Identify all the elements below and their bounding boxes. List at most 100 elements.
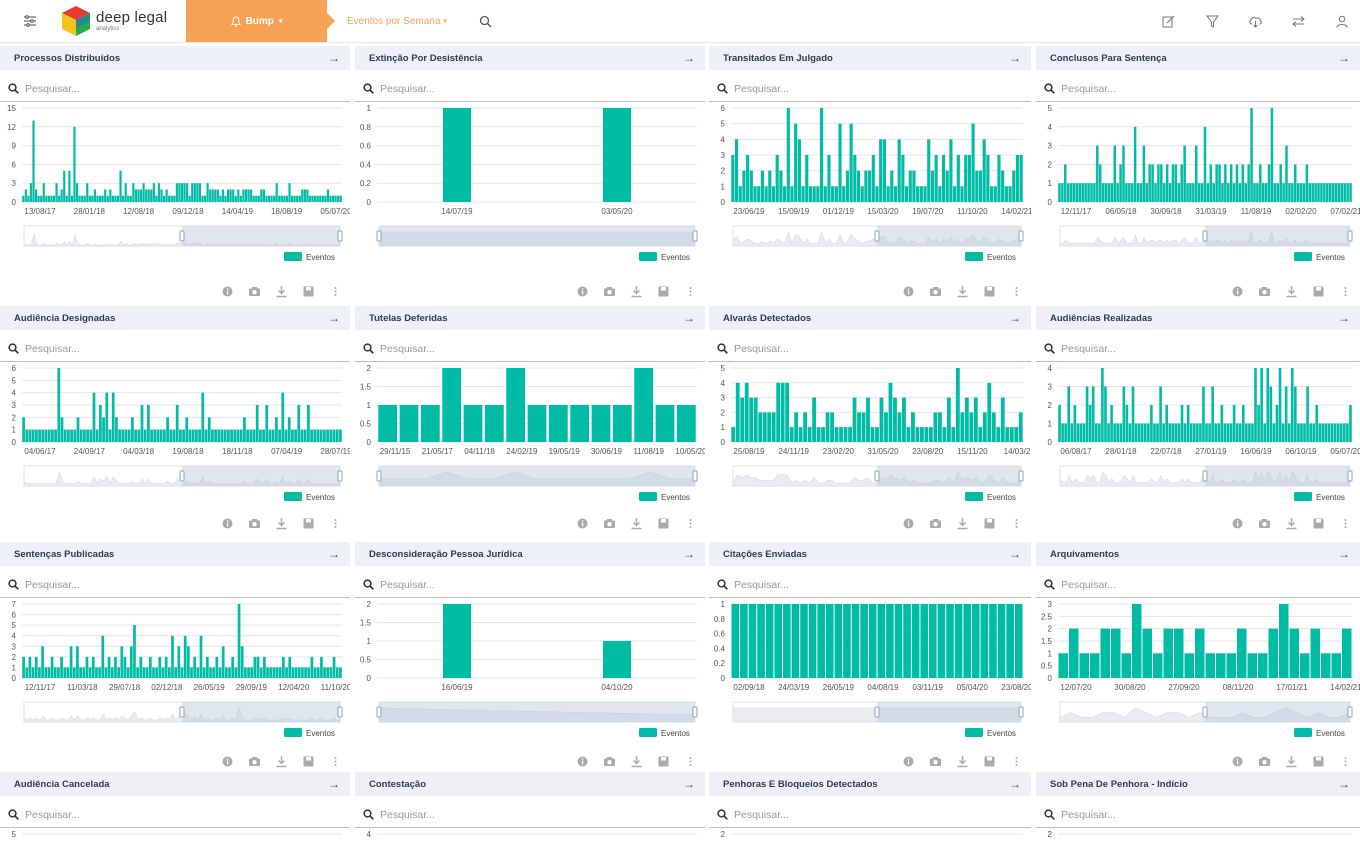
bar[interactable]: [137, 429, 141, 442]
bar[interactable]: [1226, 653, 1237, 678]
bar[interactable]: [911, 412, 915, 442]
search-input[interactable]: [734, 808, 986, 821]
bar[interactable]: [159, 429, 163, 442]
bar[interactable]: [1180, 164, 1183, 202]
bar[interactable]: [816, 186, 820, 202]
bar[interactable]: [1154, 183, 1157, 202]
zoom-handle[interactable]: [337, 230, 343, 242]
download-icon[interactable]: [630, 285, 643, 298]
bar[interactable]: [875, 427, 879, 442]
bar[interactable]: [1326, 183, 1329, 202]
save-icon[interactable]: [983, 517, 996, 530]
bar[interactable]: [771, 412, 776, 442]
bar[interactable]: [81, 195, 84, 202]
bar[interactable]: [185, 417, 189, 442]
bar[interactable]: [237, 189, 240, 202]
more-vertical-icon[interactable]: [684, 285, 697, 298]
bar[interactable]: [765, 604, 774, 678]
bar[interactable]: [1096, 145, 1099, 202]
bar[interactable]: [70, 429, 73, 442]
bar[interactable]: [1143, 423, 1147, 443]
bar[interactable]: [1014, 427, 1019, 442]
bar[interactable]: [1168, 183, 1172, 202]
bar[interactable]: [265, 405, 269, 442]
bar[interactable]: [1008, 186, 1012, 202]
bar[interactable]: [297, 405, 301, 442]
bar[interactable]: [86, 183, 89, 202]
zoom-handle[interactable]: [1347, 706, 1353, 718]
bar[interactable]: [1238, 183, 1242, 202]
bar[interactable]: [856, 170, 861, 202]
bar[interactable]: [148, 656, 152, 678]
bar[interactable]: [1237, 628, 1247, 678]
bar[interactable]: [339, 195, 342, 202]
bar[interactable]: [1343, 423, 1346, 443]
bar[interactable]: [1267, 164, 1271, 202]
bar[interactable]: [812, 397, 817, 442]
bar[interactable]: [142, 183, 145, 202]
bar[interactable]: [1229, 164, 1233, 202]
bar[interactable]: [231, 656, 235, 678]
camera-icon[interactable]: [929, 755, 942, 768]
zoom-handle[interactable]: [337, 706, 343, 718]
bar[interactable]: [157, 183, 161, 202]
bar[interactable]: [955, 368, 960, 442]
bar[interactable]: [749, 170, 753, 202]
bar[interactable]: [768, 170, 772, 202]
legend-label[interactable]: Eventos: [987, 253, 1016, 262]
sliders-icon[interactable]: [21, 12, 39, 30]
bar[interactable]: [206, 656, 209, 678]
zoom-handle[interactable]: [376, 470, 382, 482]
bar[interactable]: [1110, 405, 1113, 442]
more-vertical-icon[interactable]: [1339, 755, 1352, 768]
bar[interactable]: [937, 412, 942, 442]
bar[interactable]: [34, 656, 38, 678]
bar[interactable]: [199, 635, 203, 678]
camera-icon[interactable]: [1258, 517, 1271, 530]
bar[interactable]: [1218, 164, 1221, 202]
bar[interactable]: [124, 183, 127, 202]
bar[interactable]: [731, 155, 735, 202]
search-input[interactable]: [25, 578, 299, 591]
bar[interactable]: [38, 667, 41, 678]
arrow-right-icon[interactable]: →: [1338, 547, 1350, 561]
bar[interactable]: [1139, 183, 1143, 202]
bar[interactable]: [319, 195, 322, 202]
camera-icon[interactable]: [603, 517, 616, 530]
bar[interactable]: [1315, 405, 1319, 442]
bar[interactable]: [1270, 108, 1274, 202]
zoom-selection[interactable]: [877, 226, 1021, 246]
bar[interactable]: [1287, 423, 1291, 443]
bar[interactable]: [1306, 386, 1309, 443]
bar[interactable]: [978, 170, 983, 202]
bar[interactable]: [53, 667, 57, 678]
bar[interactable]: [1296, 183, 1300, 202]
bar[interactable]: [47, 667, 51, 678]
filter-icon[interactable]: [1203, 12, 1221, 30]
bar[interactable]: [153, 429, 157, 442]
bar[interactable]: [227, 429, 230, 442]
zoom-selection[interactable]: [1205, 226, 1350, 246]
bar[interactable]: [1019, 155, 1023, 202]
bar[interactable]: [975, 170, 979, 202]
bar[interactable]: [1330, 423, 1334, 443]
bar[interactable]: [916, 186, 920, 202]
bar[interactable]: [240, 646, 244, 678]
bar[interactable]: [1279, 604, 1289, 678]
bar[interactable]: [1064, 164, 1067, 202]
bar[interactable]: [831, 186, 835, 202]
bar[interactable]: [334, 195, 337, 202]
info-icon[interactable]: [1231, 285, 1244, 298]
bar[interactable]: [1088, 405, 1092, 442]
bar[interactable]: [897, 139, 901, 202]
zoom-handle[interactable]: [692, 230, 698, 242]
bar[interactable]: [1285, 145, 1288, 202]
bar[interactable]: [1165, 405, 1169, 442]
bar[interactable]: [95, 667, 98, 678]
bar[interactable]: [123, 656, 127, 678]
search-input[interactable]: [1061, 578, 1314, 591]
bar[interactable]: [278, 667, 282, 678]
more-vertical-icon[interactable]: [329, 285, 342, 298]
bar[interactable]: [803, 412, 808, 442]
bar[interactable]: [930, 170, 935, 202]
